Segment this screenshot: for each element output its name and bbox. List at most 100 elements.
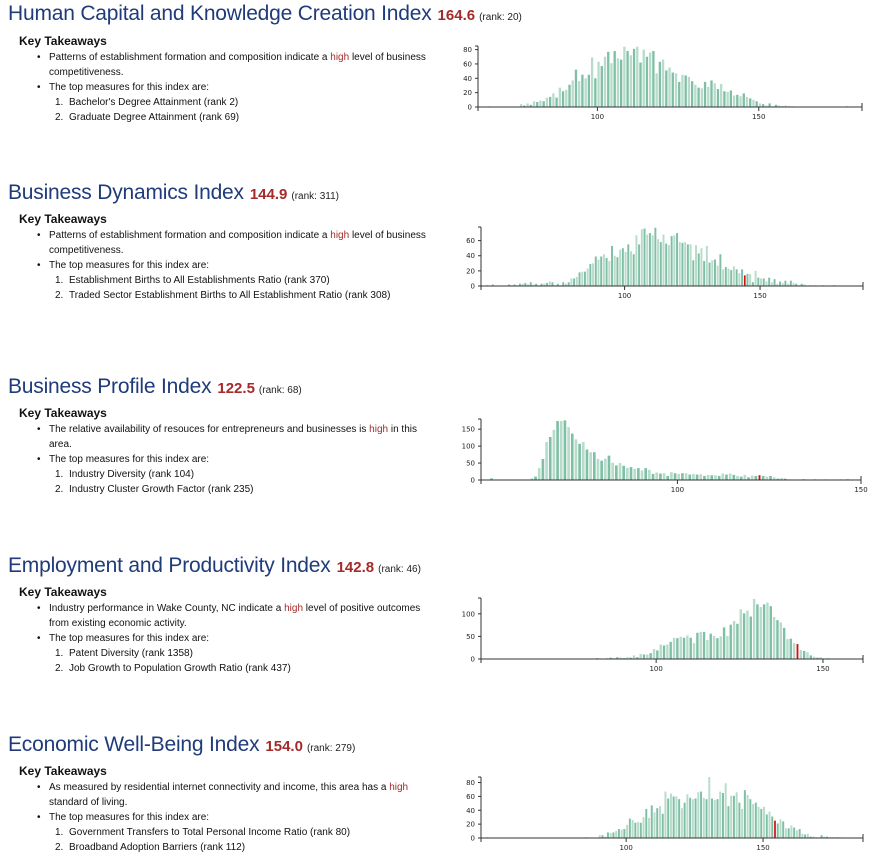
- histogram-bar: [782, 627, 786, 659]
- index-title: Business Profile Index: [8, 375, 212, 398]
- histogram-bar: [702, 631, 706, 659]
- histogram-bar: [613, 51, 616, 107]
- histogram-bar: [664, 791, 667, 838]
- histogram-bar: [519, 104, 523, 107]
- section-header: Employment and Productivity Index 142.8 (r…: [8, 554, 421, 578]
- histogram-bar: [552, 429, 556, 480]
- takeaway-bullet: The top measures for this index are:: [35, 80, 435, 95]
- takeaways-list: Patterns of establishment formation and …: [35, 50, 435, 125]
- histogram-bar: [626, 467, 629, 480]
- histogram-bar: [658, 61, 662, 107]
- histogram-bar: [541, 458, 545, 480]
- histogram-bar: [769, 475, 772, 480]
- histogram-bar: [765, 814, 768, 838]
- histogram-bar: [729, 624, 732, 659]
- histogram-bar: [659, 242, 662, 286]
- histogram-bar: [765, 105, 768, 107]
- histogram-bar: [757, 806, 760, 838]
- histogram-bar: [738, 802, 741, 838]
- histogram-bar: [760, 808, 763, 838]
- histogram-bar: [536, 101, 539, 107]
- histogram-bar: [640, 229, 643, 286]
- histogram-bar: [758, 103, 762, 107]
- y-tick-label: 50: [466, 633, 475, 641]
- histogram-bar: [615, 831, 618, 838]
- histogram-bar: [784, 280, 787, 286]
- histogram-bar: [669, 793, 672, 838]
- histogram-bar: [750, 475, 754, 480]
- histogram-bar: [615, 465, 618, 480]
- histogram-bar: [823, 836, 826, 838]
- histogram-bar: [708, 262, 711, 286]
- measure-item: 1. Industry Diversity (rank 104): [55, 469, 195, 480]
- histogram-bar: [618, 463, 622, 480]
- histogram-bar: [711, 260, 714, 286]
- highlight-word: high: [330, 52, 350, 63]
- histogram-bar: [784, 828, 787, 838]
- histogram-bar: [700, 88, 703, 107]
- histogram-bar: [768, 811, 771, 838]
- histogram-bar: [652, 649, 656, 659]
- histogram-bar: [732, 95, 736, 107]
- histogram-bar: [645, 56, 649, 107]
- bullet-text: The top measures for this index are:: [49, 260, 210, 271]
- histogram-bar: [762, 604, 766, 659]
- histogram-bar: [530, 478, 534, 480]
- histogram-bar: [749, 616, 752, 659]
- takeaway-bullet: Patterns of establishment formation and …: [35, 228, 435, 258]
- histogram-bar: [746, 610, 749, 659]
- histogram-bar: [619, 59, 623, 107]
- histogram-bar: [738, 273, 741, 286]
- histogram-bar: [752, 99, 755, 107]
- y-tick-label: 0: [468, 104, 472, 112]
- histogram-bar: [619, 657, 622, 659]
- index-score: 164.6: [437, 7, 476, 24]
- histogram-bar: [587, 74, 591, 107]
- histogram-bar: [634, 822, 637, 838]
- histogram-bar: [648, 469, 651, 480]
- histogram-bar: [745, 96, 749, 107]
- histogram-bar: [782, 821, 785, 838]
- histogram-bar: [741, 808, 744, 838]
- histogram-bar: [700, 791, 703, 838]
- index-rank: (rank: 279): [306, 743, 356, 754]
- histogram-bar: [666, 475, 670, 480]
- histogram-bar: [600, 66, 603, 107]
- histogram-bar: [713, 259, 716, 286]
- histogram-bar: [632, 655, 636, 659]
- histogram-bar: [672, 796, 675, 838]
- y-tick-label: 0: [471, 477, 475, 485]
- histogram-bar: [801, 833, 804, 838]
- histogram-bar: [527, 284, 530, 286]
- histogram-bar: [711, 798, 713, 838]
- histogram-bar: [717, 475, 721, 480]
- histogram-chart: 0 20 40 60 80 100 150: [466, 776, 864, 852]
- histogram-bar: [629, 55, 632, 107]
- histogram-bar: [763, 806, 766, 838]
- histogram-bar: [707, 86, 710, 107]
- histogram-bar: [765, 281, 768, 286]
- histogram-bar: [706, 640, 709, 659]
- histogram-bar: [736, 94, 739, 107]
- histogram-bar: [529, 104, 532, 107]
- histogram-bar: [539, 100, 542, 107]
- histogram-bar: [752, 598, 756, 659]
- histogram-bar: [672, 637, 676, 659]
- histogram-bar: [749, 98, 752, 107]
- histogram-bar: [649, 52, 652, 107]
- histogram-bar: [521, 283, 524, 286]
- y-tick-label: 50: [466, 460, 475, 468]
- histogram-bar: [622, 465, 625, 480]
- histogram-bar: [653, 812, 656, 838]
- histogram-bar: [655, 472, 659, 480]
- y-tick-label: 0: [471, 835, 475, 843]
- measure-text: Bachelor's Degree Attainment (rank 2): [69, 97, 239, 108]
- histogram-bar: [642, 817, 645, 838]
- histogram-bar: [624, 251, 627, 286]
- histogram-bar: [732, 795, 735, 838]
- histogram-bar: [692, 473, 695, 480]
- histogram-bar: [575, 276, 578, 286]
- histogram-bar: [790, 825, 793, 838]
- histogram-bar: [666, 644, 669, 659]
- histogram-bar: [633, 468, 637, 480]
